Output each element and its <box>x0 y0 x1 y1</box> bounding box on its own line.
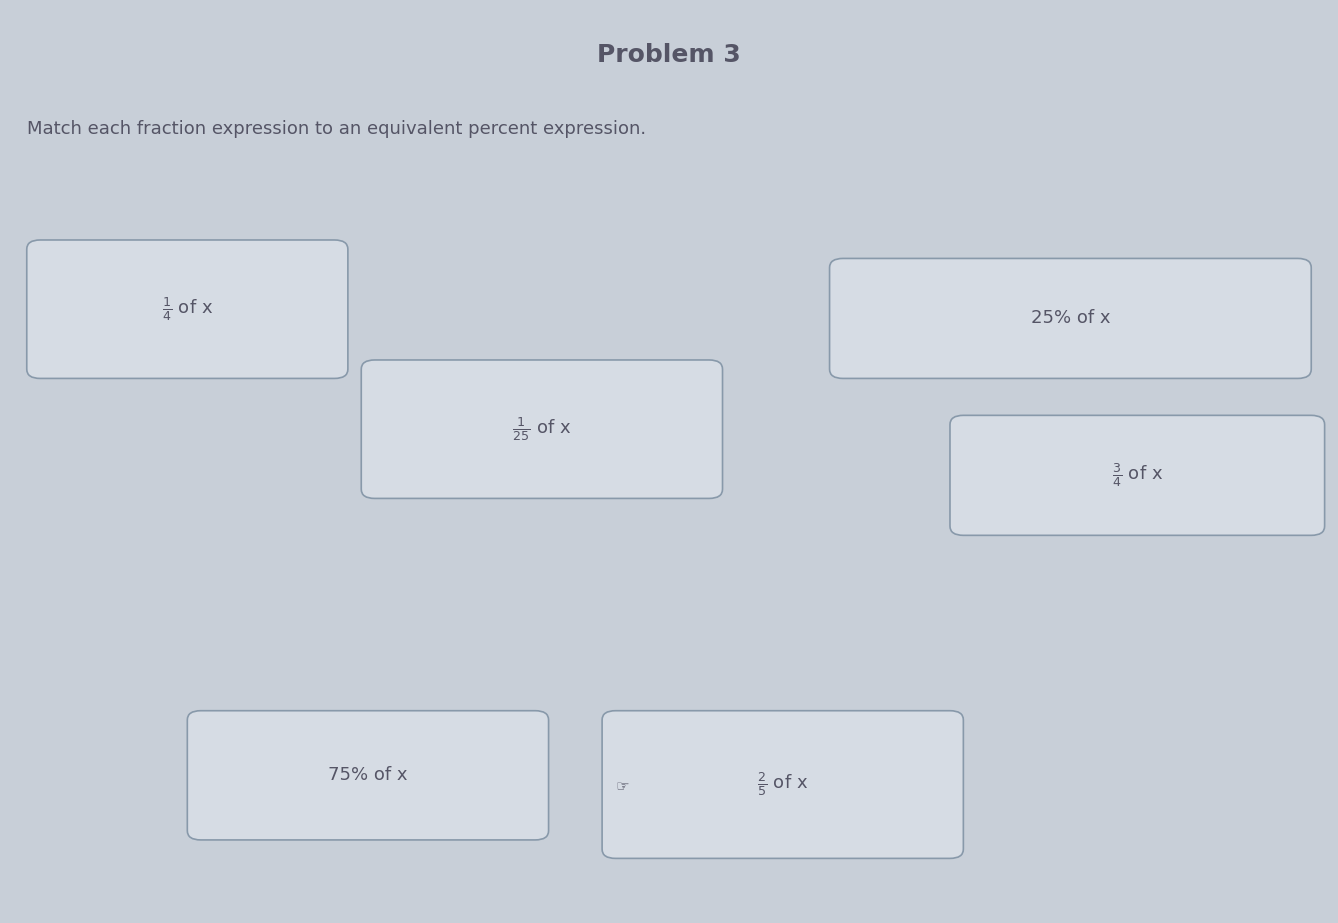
FancyBboxPatch shape <box>602 711 963 858</box>
Text: Match each fraction expression to an equivalent percent expression.: Match each fraction expression to an equ… <box>27 120 646 138</box>
FancyBboxPatch shape <box>361 360 723 498</box>
Text: $\frac{3}{4}$ of x: $\frac{3}{4}$ of x <box>1112 462 1163 489</box>
FancyBboxPatch shape <box>27 240 348 378</box>
Text: Problem 3: Problem 3 <box>597 43 741 67</box>
Text: $\frac{1}{25}$ of x: $\frac{1}{25}$ of x <box>512 415 571 443</box>
FancyBboxPatch shape <box>187 711 549 840</box>
Text: $\frac{2}{5}$ of x: $\frac{2}{5}$ of x <box>757 771 808 798</box>
FancyBboxPatch shape <box>830 258 1311 378</box>
Text: $\frac{1}{4}$ of x: $\frac{1}{4}$ of x <box>162 295 213 323</box>
FancyBboxPatch shape <box>950 415 1325 535</box>
Text: 25% of x: 25% of x <box>1030 309 1111 328</box>
Text: ☞: ☞ <box>615 779 629 794</box>
Text: 75% of x: 75% of x <box>328 766 408 785</box>
